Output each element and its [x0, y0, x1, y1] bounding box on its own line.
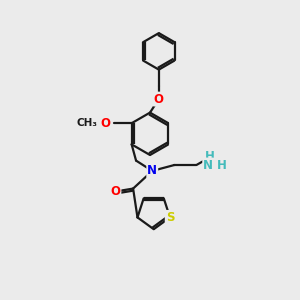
- Text: CH₃: CH₃: [77, 118, 98, 128]
- Text: H: H: [217, 158, 226, 172]
- Text: N: N: [147, 164, 157, 177]
- Text: O: O: [100, 117, 110, 130]
- Text: O: O: [154, 93, 164, 106]
- Text: N: N: [203, 158, 213, 172]
- Text: S: S: [166, 211, 174, 224]
- Text: O: O: [110, 185, 120, 198]
- Text: H: H: [205, 150, 214, 163]
